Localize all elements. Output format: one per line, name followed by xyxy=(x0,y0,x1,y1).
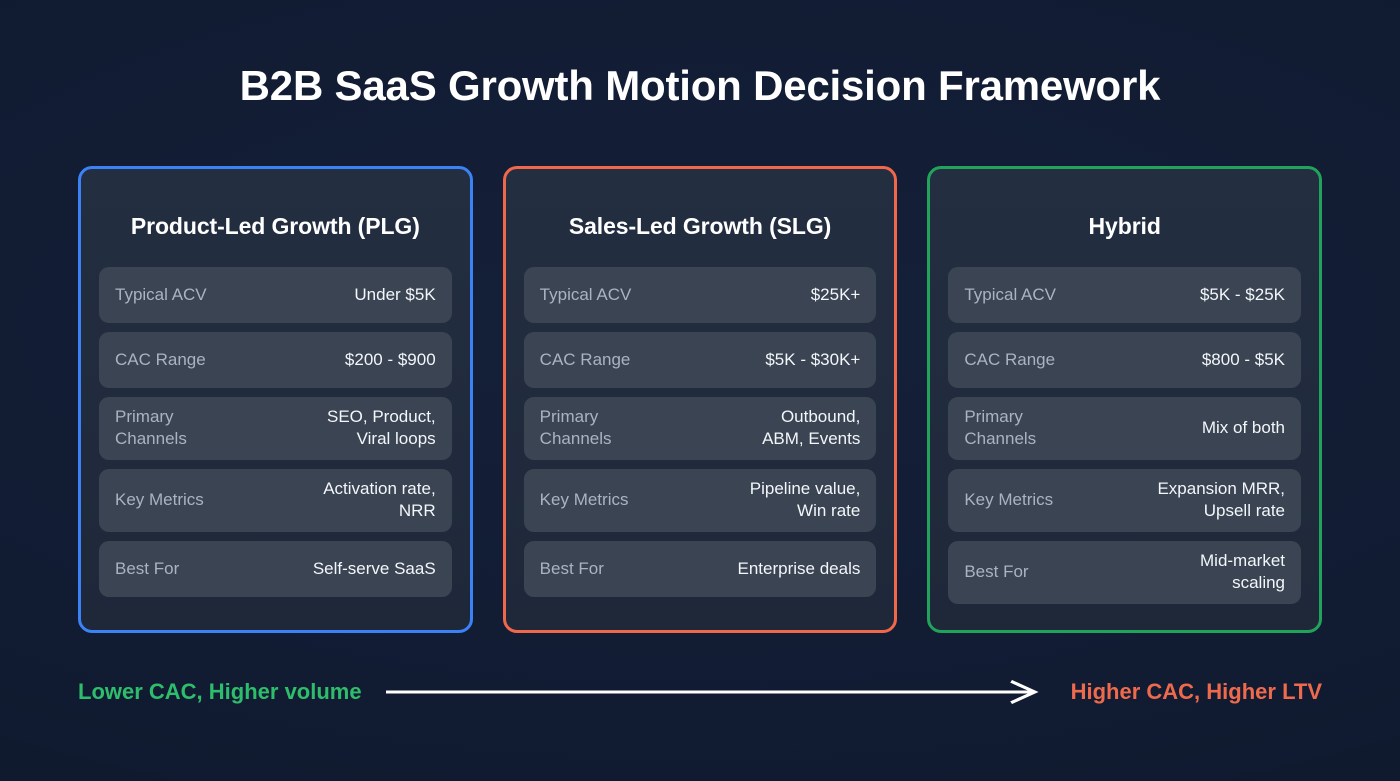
motion-card: Product-Led Growth (PLG) Typical ACV Under… xyxy=(78,166,473,633)
attribute-row: Primary Channels SEO, Product, Viral loop… xyxy=(99,397,452,460)
attribute-value: Mix of both xyxy=(1201,418,1286,438)
attribute-row: CAC Range $5K - $30K+ xyxy=(523,332,877,388)
attribute-row: CAC Range $200 - $900 xyxy=(99,332,452,388)
attribute-row: Key Metrics Expansion MRR, Upsell rate xyxy=(948,468,1302,532)
page-title: B2B SaaS Growth Motion Decision Framewor… xyxy=(239,62,1161,109)
attribute-value: Under $5K xyxy=(354,284,436,304)
attribute-value: $5K - $30K+ xyxy=(765,349,861,369)
attribute-row: Best For Mid-market scaling xyxy=(948,540,1302,604)
attribute-label: Primary Channels xyxy=(539,407,612,449)
attribute-label: Typical ACV xyxy=(115,284,207,304)
attribute-row: Typical ACV $5K - $25K xyxy=(948,267,1302,323)
attribute-row: Key Metrics Activation rate, NRR xyxy=(99,468,452,532)
attribute-label: Best For xyxy=(539,558,604,578)
growth-motion-cards: Product-Led Growth (PLG) Typical ACV Under… xyxy=(78,166,1323,633)
attribute-value: Mid-market scaling xyxy=(1200,550,1286,593)
motion-card: Hybrid Typical ACV $5K - $25K CAC Range $800… xyxy=(927,166,1323,633)
attribute-label: CAC Range xyxy=(964,349,1056,369)
attribute-row: Best For Enterprise deals xyxy=(523,540,877,597)
attribute-value: $200 - $900 xyxy=(344,349,436,369)
attribute-value: Outbound, ABM, Events xyxy=(762,407,861,449)
attribute-value: SEO, Product, Viral loops xyxy=(327,407,436,449)
attribute-value: $5K - $25K xyxy=(1199,284,1286,304)
attribute-row: Primary Channels Outbound, ABM, Events xyxy=(523,397,877,460)
attribute-row: Key Metrics Pipeline value, Win rate xyxy=(523,468,877,532)
attribute-value: Activation rate, NRR xyxy=(323,478,436,521)
attribute-row: Primary Channels Mix of both xyxy=(948,397,1302,460)
attribute-row: CAC Range $800 - $5K xyxy=(948,332,1302,388)
attribute-value: Pipeline value, Win rate xyxy=(749,478,861,521)
attribute-label: Key Metrics xyxy=(539,490,629,510)
attribute-value: Enterprise deals xyxy=(737,558,861,578)
attribute-label: Primary Channels xyxy=(964,407,1037,449)
attribute-label: Key Metrics xyxy=(115,490,204,510)
spectrum-left-label: Lower CAC, Higher volume xyxy=(78,679,362,704)
attribute-list: Typical ACV Under $5K CAC Range $200 - $900… xyxy=(99,267,452,597)
attribute-label: Typical ACV xyxy=(964,284,1056,304)
attribute-label: Key Metrics xyxy=(964,490,1054,510)
attribute-value: Expansion MRR, Upsell rate xyxy=(1157,478,1286,521)
attribute-value: Self-serve SaaS xyxy=(312,558,436,578)
motion-card: Sales-Led Growth (SLG) Typical ACV $25K+ CA… xyxy=(502,166,898,633)
attribute-value: $25K+ xyxy=(810,284,861,304)
attribute-row: Typical ACV $25K+ xyxy=(523,267,877,323)
spectrum-footer: Lower CAC, Higher volume Higher CAC, Hig… xyxy=(78,672,1322,712)
attribute-label: Primary Channels xyxy=(115,407,187,449)
arrow-right-icon xyxy=(385,680,1047,704)
card-title: Product-Led Growth (PLG) xyxy=(130,213,420,239)
attribute-label: CAC Range xyxy=(539,349,631,369)
attribute-label: Best For xyxy=(964,561,1029,581)
attribute-row: Best For Self-serve SaaS xyxy=(99,540,452,597)
attribute-label: Typical ACV xyxy=(539,284,632,304)
attribute-row: Typical ACV Under $5K xyxy=(99,267,452,323)
attribute-label: CAC Range xyxy=(115,349,206,369)
card-title: Sales-Led Growth (SLG) xyxy=(568,213,832,239)
attribute-value: $800 - $5K xyxy=(1201,349,1286,369)
attribute-list: Typical ACV $5K - $25K CAC Range $800 - $5K… xyxy=(948,267,1302,604)
attribute-list: Typical ACV $25K+ CAC Range $5K - $30K+ Prim… xyxy=(523,267,877,597)
spectrum-right-label: Higher CAC, Higher LTV xyxy=(1070,679,1322,704)
attribute-label: Best For xyxy=(115,558,180,578)
card-title: Hybrid xyxy=(1088,213,1161,239)
